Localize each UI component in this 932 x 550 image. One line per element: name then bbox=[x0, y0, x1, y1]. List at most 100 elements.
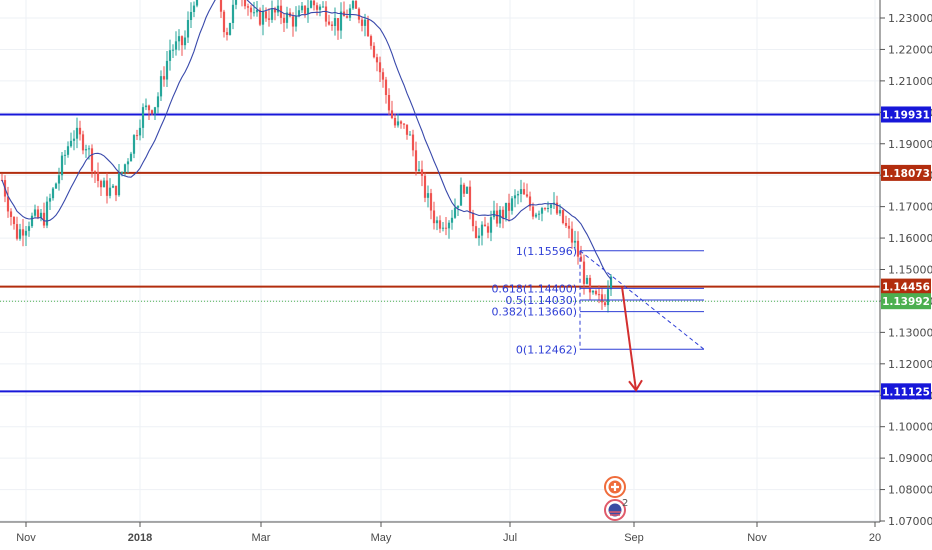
price-tag-label: 1.19931 bbox=[882, 109, 930, 121]
candle-body bbox=[105, 180, 109, 196]
candle-body bbox=[459, 184, 463, 206]
candle-body bbox=[516, 194, 520, 196]
candle-body bbox=[387, 95, 391, 111]
us-flag-icon-fill bbox=[608, 503, 622, 517]
candle-body bbox=[249, 7, 253, 13]
price-tag-label: 1.18073 bbox=[882, 168, 930, 180]
candle-body bbox=[465, 186, 469, 194]
candle-body bbox=[576, 240, 580, 257]
candle-body bbox=[219, 0, 223, 12]
x-tick-label: Nov bbox=[16, 532, 36, 544]
candle-body bbox=[564, 223, 568, 226]
candle-body bbox=[429, 193, 433, 211]
candle-body bbox=[375, 57, 379, 63]
y-tick-label: 1.22000 bbox=[888, 43, 932, 56]
candle-body bbox=[495, 210, 499, 224]
grid bbox=[0, 0, 880, 522]
candle-body bbox=[423, 175, 427, 198]
candle-body bbox=[168, 50, 172, 61]
candle-body bbox=[42, 212, 46, 226]
candle-body bbox=[345, 16, 349, 18]
candle-body bbox=[447, 222, 451, 229]
candle-body bbox=[540, 208, 544, 214]
candle-body bbox=[567, 225, 571, 229]
price-tag-bg bbox=[881, 383, 931, 400]
candle-body bbox=[21, 229, 25, 236]
candle-body bbox=[15, 224, 19, 239]
candle-body bbox=[462, 184, 466, 194]
candle-body bbox=[171, 49, 175, 51]
fib-level-label: 0.618(1.14400) bbox=[491, 282, 577, 295]
fibonacci-retracement[interactable]: 1(1.15596) 0.618(1.14400)0.5(1.14030)0.38… bbox=[491, 245, 705, 357]
candle-body bbox=[522, 189, 526, 195]
candle-body bbox=[111, 185, 115, 188]
moving-average bbox=[1, 0, 612, 280]
candle-body bbox=[315, 5, 319, 10]
candle-body bbox=[327, 21, 331, 25]
x-tick-label: May bbox=[371, 532, 392, 544]
candle-body bbox=[363, 19, 367, 26]
projection bbox=[621, 286, 643, 392]
candle-body bbox=[507, 202, 511, 211]
event-badges[interactable]: 2 bbox=[604, 476, 628, 521]
candle-body bbox=[195, 0, 199, 6]
candle-body bbox=[561, 210, 565, 224]
x-tick-label: 20 bbox=[869, 532, 881, 544]
candle-body bbox=[609, 276, 613, 290]
x-tick-label: Mar bbox=[252, 532, 271, 544]
y-tick-label: 1.08000 bbox=[888, 484, 932, 497]
candle-body bbox=[396, 121, 400, 126]
candle-body bbox=[165, 60, 169, 80]
candle-body bbox=[141, 107, 145, 128]
fib-level-label: 0.382(1.13660) bbox=[491, 306, 577, 319]
candle-body bbox=[267, 18, 271, 20]
fib-level-label: 0.5(1.14030) bbox=[505, 294, 577, 307]
swiss-cross-icon bbox=[611, 483, 619, 491]
candle-body bbox=[234, 0, 238, 5]
candle-body bbox=[513, 195, 517, 199]
candle-body bbox=[147, 105, 151, 111]
candle-body bbox=[66, 146, 70, 155]
candle-body bbox=[78, 127, 82, 135]
candle-body bbox=[153, 107, 157, 114]
candle-body bbox=[297, 10, 301, 17]
candle-body bbox=[468, 186, 472, 213]
candle-body bbox=[510, 198, 514, 211]
candle-body bbox=[174, 41, 178, 50]
candle-body bbox=[480, 224, 484, 236]
candle-body bbox=[93, 171, 97, 173]
candle-body bbox=[471, 212, 475, 227]
candle-body bbox=[573, 240, 577, 243]
y-tick-label: 1.15000 bbox=[888, 264, 932, 277]
candle-body bbox=[354, 1, 358, 9]
candle-body bbox=[390, 110, 394, 118]
candle-body bbox=[432, 210, 436, 224]
candle-body bbox=[144, 105, 148, 108]
us-flag-stripes bbox=[609, 511, 621, 516]
candle-body bbox=[603, 302, 607, 306]
candle-body bbox=[96, 172, 100, 181]
candle-body bbox=[72, 138, 76, 141]
candle-body bbox=[372, 45, 376, 58]
candle-body bbox=[33, 209, 37, 216]
candle-body bbox=[453, 207, 457, 218]
projection-arrow-head bbox=[628, 379, 643, 392]
candle-body bbox=[309, 0, 313, 8]
candle-body bbox=[402, 123, 406, 125]
candle-body bbox=[225, 32, 229, 35]
candle-body bbox=[492, 210, 496, 218]
candle-body bbox=[438, 220, 442, 229]
price-tag-label: 1.11125 bbox=[882, 386, 930, 398]
candle-body bbox=[591, 290, 595, 293]
candle-body bbox=[45, 201, 49, 226]
candle-body bbox=[138, 127, 142, 136]
candle-body bbox=[276, 5, 280, 13]
event-count-label: 2 bbox=[622, 498, 628, 509]
candle-body bbox=[486, 226, 490, 233]
candle-body bbox=[588, 277, 592, 293]
candle-body bbox=[525, 194, 529, 197]
y-tick-label: 1.12000 bbox=[888, 358, 932, 371]
candle-body bbox=[75, 127, 79, 139]
price-tags: 1.19931 1.18073 1.14456 1.11125 1.13992 bbox=[881, 106, 931, 400]
